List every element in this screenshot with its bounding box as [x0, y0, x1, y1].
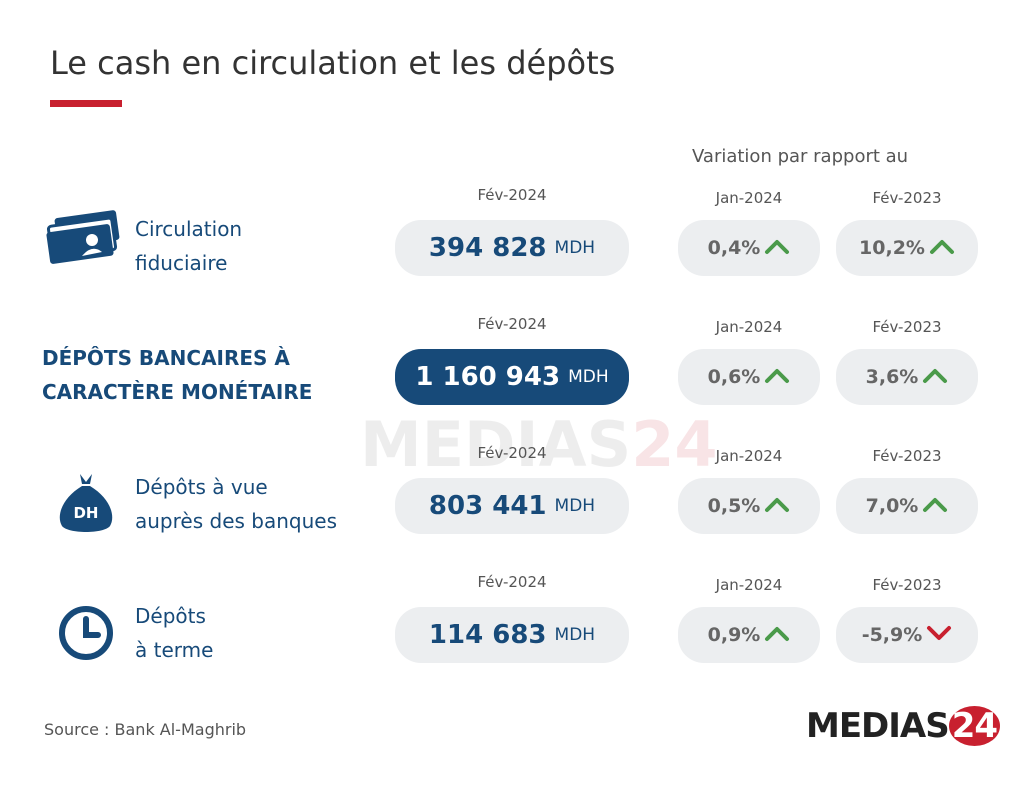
arrow [764, 495, 790, 517]
change-value: 0,9% [707, 624, 761, 646]
logo: MEDIAS24 [806, 706, 1001, 746]
period-label: Fév-2024 [477, 573, 547, 591]
change-value: 10,2% [859, 237, 925, 259]
period-label: Fév-2024 [477, 315, 547, 333]
row-label-line: fiduciaire [135, 251, 228, 275]
row-label-line: auprès des banques [135, 509, 337, 533]
watermark-number: 24 [631, 408, 718, 481]
change-value: 0,5% [707, 495, 761, 517]
variation-label: Variation par rapport au [692, 146, 909, 167]
arrow-up [765, 627, 790, 641]
change-value: 3,6% [865, 366, 919, 388]
row-label: Dépôts à terme [135, 599, 213, 667]
row-label-line: à terme [135, 638, 214, 662]
row-label-line: DÉPÔTS BANCAIRES À [42, 346, 290, 370]
change-pill: 7,0% [836, 478, 978, 534]
unit: MDH [554, 496, 596, 516]
unit: MDH [554, 238, 596, 258]
change-value: 0,6% [707, 366, 761, 388]
period-label: Fév-2024 [477, 444, 547, 462]
period-label: Fév-2024 [477, 186, 547, 204]
title: Le cash en circulation et les dépôts [50, 44, 616, 82]
arrow [764, 624, 790, 646]
logo-text: MEDIAS [806, 706, 950, 746]
change-value: 7,0% [865, 495, 919, 517]
change-value: -5,9% [861, 624, 923, 646]
arrow-up [765, 369, 790, 383]
arrow [929, 237, 955, 259]
arrow [926, 624, 952, 646]
change-period: Jan-2024 [715, 576, 783, 594]
change-value: 0,4% [707, 237, 761, 259]
icon [46, 210, 120, 264]
title-underline [50, 100, 122, 107]
change-period: Jan-2024 [715, 447, 783, 465]
source: Source : Bank Al-Maghrib [44, 720, 247, 739]
change-period: Fév-2023 [872, 576, 942, 594]
arrow-up [923, 498, 948, 512]
change-pill: 10,2% [836, 220, 978, 276]
change-pill: 0,6% [678, 349, 820, 405]
row-icon [50, 597, 130, 669]
change-pill: 0,5% [678, 478, 820, 534]
icon: DH [59, 474, 113, 532]
arrow [922, 495, 948, 517]
arrow [922, 366, 948, 388]
change-pill: 3,6% [836, 349, 978, 405]
value: 1 160 943 [415, 362, 561, 392]
row-label: Dépôts à vue auprès des banques [135, 470, 337, 538]
row-label: Circulation fiduciaire [135, 212, 242, 280]
row-label: DÉPÔTS BANCAIRES À CARACTÈRE MONÉTAIRE [42, 341, 312, 409]
value-pill: 1 160 943 MDH [395, 349, 629, 405]
change-period: Fév-2023 [872, 318, 942, 336]
change-period: Jan-2024 [715, 318, 783, 336]
row-icon [42, 210, 122, 282]
value-pill: 114 683 MDH [395, 607, 629, 663]
value: 114 683 [428, 620, 547, 650]
icon [59, 606, 113, 660]
change-period: Jan-2024 [715, 189, 783, 207]
arrow-up [765, 240, 790, 254]
row-label-line: CARACTÈRE MONÉTAIRE [42, 380, 313, 404]
value-pill: 394 828 MDH [395, 220, 629, 276]
value-pill: 803 441 MDH [395, 478, 629, 534]
change-pill: -5,9% [836, 607, 978, 663]
arrow-up [923, 369, 948, 383]
change-pill: 0,9% [678, 607, 820, 663]
unit: MDH [554, 625, 596, 645]
change-period: Fév-2023 [872, 447, 942, 465]
icon-text: DH [73, 504, 98, 522]
logo-number: 24 [948, 706, 1001, 746]
arrow [764, 237, 790, 259]
row-label-line: Dépôts à vue [135, 475, 268, 499]
watermark-text: MEDIAS [360, 408, 632, 481]
change-period: Fév-2023 [872, 189, 942, 207]
row-icon: DH [50, 468, 130, 540]
arrow-down [927, 626, 952, 640]
row-label-line: Circulation [135, 217, 243, 241]
unit: MDH [568, 367, 609, 387]
row-label-line: Dépôts [135, 604, 206, 628]
arrow [764, 366, 790, 388]
arrow-up [929, 240, 954, 254]
value: 803 441 [428, 491, 547, 521]
arrow-up [765, 498, 790, 512]
value: 394 828 [428, 233, 547, 263]
change-pill: 0,4% [678, 220, 820, 276]
watermark: MEDIAS24 [360, 408, 718, 481]
